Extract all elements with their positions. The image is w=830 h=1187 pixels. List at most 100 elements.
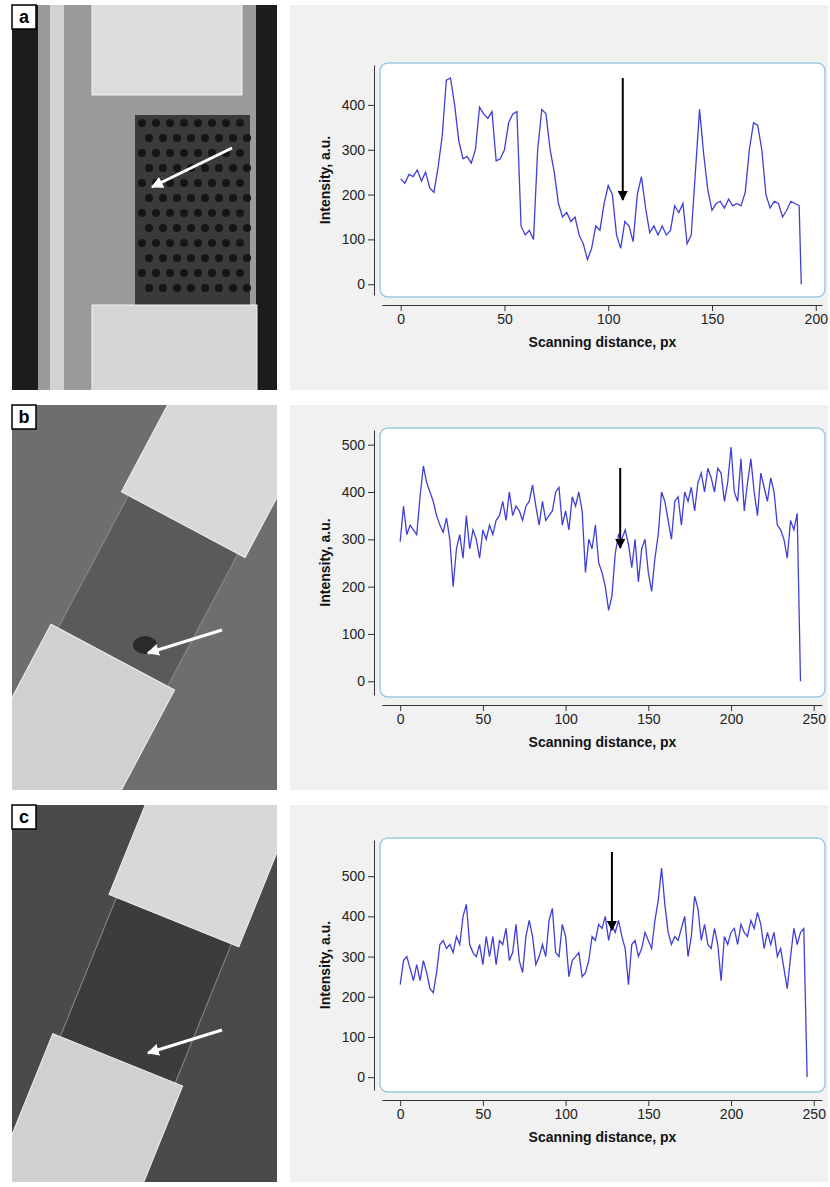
x-tick-label: 100 bbox=[597, 311, 621, 327]
y-tick: 0 bbox=[357, 1069, 374, 1085]
y-tick-label: 0 bbox=[357, 276, 365, 292]
electrode bbox=[12, 1034, 183, 1182]
y-tick-label: 200 bbox=[342, 187, 366, 203]
y-tick-label: 500 bbox=[342, 868, 366, 884]
film-edge bbox=[50, 5, 64, 390]
y-tick-mark bbox=[368, 1077, 374, 1078]
pore bbox=[159, 194, 167, 202]
pore bbox=[222, 239, 230, 247]
pore bbox=[159, 164, 167, 172]
y-tick-label: 100 bbox=[342, 1029, 366, 1045]
y-tick-mark bbox=[368, 445, 374, 446]
x-tick: 0 bbox=[397, 705, 405, 727]
pore bbox=[152, 209, 160, 217]
electrode bbox=[92, 5, 242, 95]
y-tick-mark bbox=[368, 957, 374, 958]
pore bbox=[145, 134, 153, 142]
y-tick-mark bbox=[368, 239, 374, 240]
pore bbox=[229, 134, 237, 142]
position-arrow bbox=[622, 78, 624, 200]
x-tick: 50 bbox=[497, 305, 513, 327]
pore bbox=[194, 209, 202, 217]
pore bbox=[145, 194, 153, 202]
pore bbox=[236, 119, 244, 127]
pore bbox=[208, 269, 216, 277]
pore bbox=[194, 179, 202, 187]
plot-data bbox=[400, 868, 807, 1077]
y-tick-label: 200 bbox=[342, 579, 366, 595]
pore bbox=[166, 119, 174, 127]
pore bbox=[166, 209, 174, 217]
y-tick-mark bbox=[368, 681, 374, 682]
x-axis: 050100150200250 bbox=[383, 705, 827, 727]
pore bbox=[173, 224, 181, 232]
pore bbox=[180, 239, 188, 247]
pore bbox=[215, 194, 223, 202]
pore bbox=[229, 164, 237, 172]
panel: c0501001502002500100200300400500Scanning… bbox=[0, 718, 828, 1187]
pore bbox=[194, 149, 202, 157]
panel-letter: c bbox=[19, 807, 29, 827]
chart-ground bbox=[290, 5, 828, 390]
x-tick: 0 bbox=[397, 305, 405, 327]
y-tick-mark bbox=[368, 876, 374, 877]
x-axis-line bbox=[383, 705, 823, 706]
y-axis: 0100200300400 bbox=[342, 66, 375, 296]
x-tick: 100 bbox=[554, 1100, 578, 1122]
y-tick: 100 bbox=[342, 626, 374, 642]
pore bbox=[243, 134, 251, 142]
pore bbox=[208, 179, 216, 187]
y-tick-label: 400 bbox=[342, 484, 366, 500]
y-tick-label: 500 bbox=[342, 437, 366, 453]
pore bbox=[187, 224, 195, 232]
pore bbox=[152, 269, 160, 277]
pore bbox=[152, 239, 160, 247]
pore bbox=[208, 209, 216, 217]
electrode bbox=[109, 805, 277, 947]
pore bbox=[229, 194, 237, 202]
pore bbox=[145, 284, 153, 292]
panel: b0501001502002500100200300400500Scanning… bbox=[0, 324, 828, 871]
x-tick-label: 250 bbox=[803, 711, 827, 727]
x-tick-label: 150 bbox=[701, 311, 725, 327]
x-tick-label: 100 bbox=[554, 1106, 578, 1122]
pore bbox=[215, 134, 223, 142]
pore bbox=[145, 164, 153, 172]
device bbox=[12, 805, 277, 1182]
y-tick-label: 0 bbox=[357, 673, 365, 689]
electrode bbox=[92, 305, 257, 390]
panel-letter-box bbox=[12, 405, 36, 429]
y-axis: 0100200300400500 bbox=[342, 841, 375, 1091]
pore bbox=[138, 269, 146, 277]
y-tick-label: 300 bbox=[342, 949, 366, 965]
y-tick-mark bbox=[368, 587, 374, 588]
x-axis-title: Scanning distance, px bbox=[529, 734, 677, 750]
x-tick-label: 100 bbox=[554, 711, 578, 727]
pore bbox=[229, 254, 237, 262]
y-tick-label: 400 bbox=[342, 908, 366, 924]
pore bbox=[201, 134, 209, 142]
pore bbox=[173, 194, 181, 202]
y-tick-mark bbox=[368, 1037, 374, 1038]
pore bbox=[187, 254, 195, 262]
pore bbox=[166, 149, 174, 157]
y-tick: 400 bbox=[342, 908, 374, 924]
pore bbox=[145, 254, 153, 262]
pore bbox=[215, 284, 223, 292]
pore bbox=[222, 119, 230, 127]
position-arrow bbox=[611, 852, 613, 930]
intensity-line bbox=[400, 447, 800, 681]
device bbox=[12, 405, 277, 790]
plot-frame bbox=[380, 428, 825, 697]
panel-letter: b bbox=[19, 407, 30, 427]
y-tick-label: 100 bbox=[342, 626, 366, 642]
intensity-line bbox=[400, 868, 807, 1077]
pore bbox=[152, 119, 160, 127]
pore bbox=[152, 149, 160, 157]
pore bbox=[159, 284, 167, 292]
x-tick: 200 bbox=[720, 705, 744, 727]
x-axis: 050100150200 bbox=[383, 305, 829, 327]
y-tick: 300 bbox=[342, 949, 374, 965]
sem-image bbox=[12, 5, 277, 390]
pore bbox=[180, 119, 188, 127]
